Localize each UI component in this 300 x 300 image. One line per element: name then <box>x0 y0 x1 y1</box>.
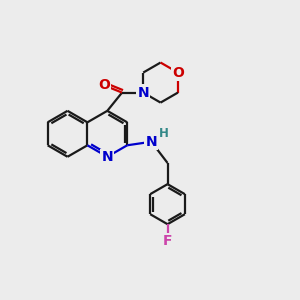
Text: N: N <box>137 85 149 100</box>
Text: H: H <box>159 127 169 140</box>
Text: N: N <box>101 150 113 164</box>
Text: O: O <box>98 78 110 92</box>
Text: F: F <box>163 234 172 248</box>
Text: N: N <box>146 135 157 149</box>
Text: O: O <box>172 66 184 80</box>
